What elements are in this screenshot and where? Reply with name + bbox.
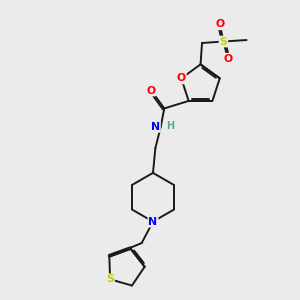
Text: O: O: [146, 85, 155, 96]
Text: S: S: [220, 37, 227, 46]
Text: O: O: [177, 74, 186, 83]
Text: O: O: [223, 54, 232, 64]
Text: N: N: [151, 122, 160, 132]
Text: O: O: [215, 19, 224, 29]
Text: S: S: [106, 274, 114, 284]
Text: N: N: [148, 217, 158, 226]
Text: H: H: [166, 121, 174, 130]
